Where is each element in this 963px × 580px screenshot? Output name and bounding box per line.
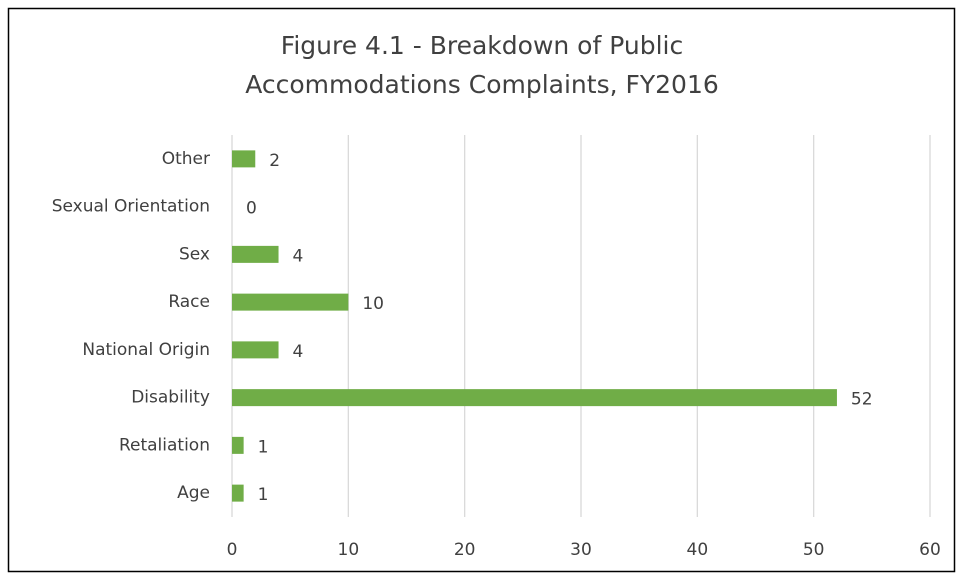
bar <box>232 293 349 311</box>
y-tick-label: Retaliation <box>119 435 210 455</box>
y-tick-label: Other <box>162 149 210 169</box>
x-tick-label: 40 <box>687 540 709 560</box>
y-tick-label: National Origin <box>82 340 210 360</box>
y-tick-label: Sexual Orientation <box>52 197 210 217</box>
chart-title: Figure 4.1 - Breakdown of Public <box>281 31 683 60</box>
x-tick-label: 60 <box>919 540 941 560</box>
y-tick-label: Disability <box>131 388 210 408</box>
bar <box>232 389 837 407</box>
data-label: 1 <box>258 485 269 505</box>
bar <box>232 484 244 502</box>
y-tick-label: Sex <box>179 244 210 264</box>
data-label: 4 <box>293 342 304 362</box>
chart-border <box>7 7 956 573</box>
chart-title: Accommodations Complaints, FY2016 <box>245 70 719 99</box>
bar <box>232 245 279 263</box>
data-label: 2 <box>269 151 280 171</box>
x-tick-label: 30 <box>570 540 592 560</box>
data-label: 1 <box>258 437 269 457</box>
data-label: 52 <box>851 390 873 410</box>
x-tick-label: 0 <box>227 540 238 560</box>
data-label: 10 <box>362 294 384 314</box>
y-tick-label: Race <box>168 292 210 312</box>
x-tick-label: 20 <box>454 540 476 560</box>
x-tick-label: 10 <box>338 540 360 560</box>
bar <box>232 436 244 454</box>
data-label: 0 <box>246 199 257 219</box>
bar <box>232 341 279 359</box>
bar <box>232 150 256 168</box>
data-label: 4 <box>293 246 304 266</box>
x-tick-label: 50 <box>803 540 825 560</box>
y-tick-label: Age <box>177 483 210 503</box>
